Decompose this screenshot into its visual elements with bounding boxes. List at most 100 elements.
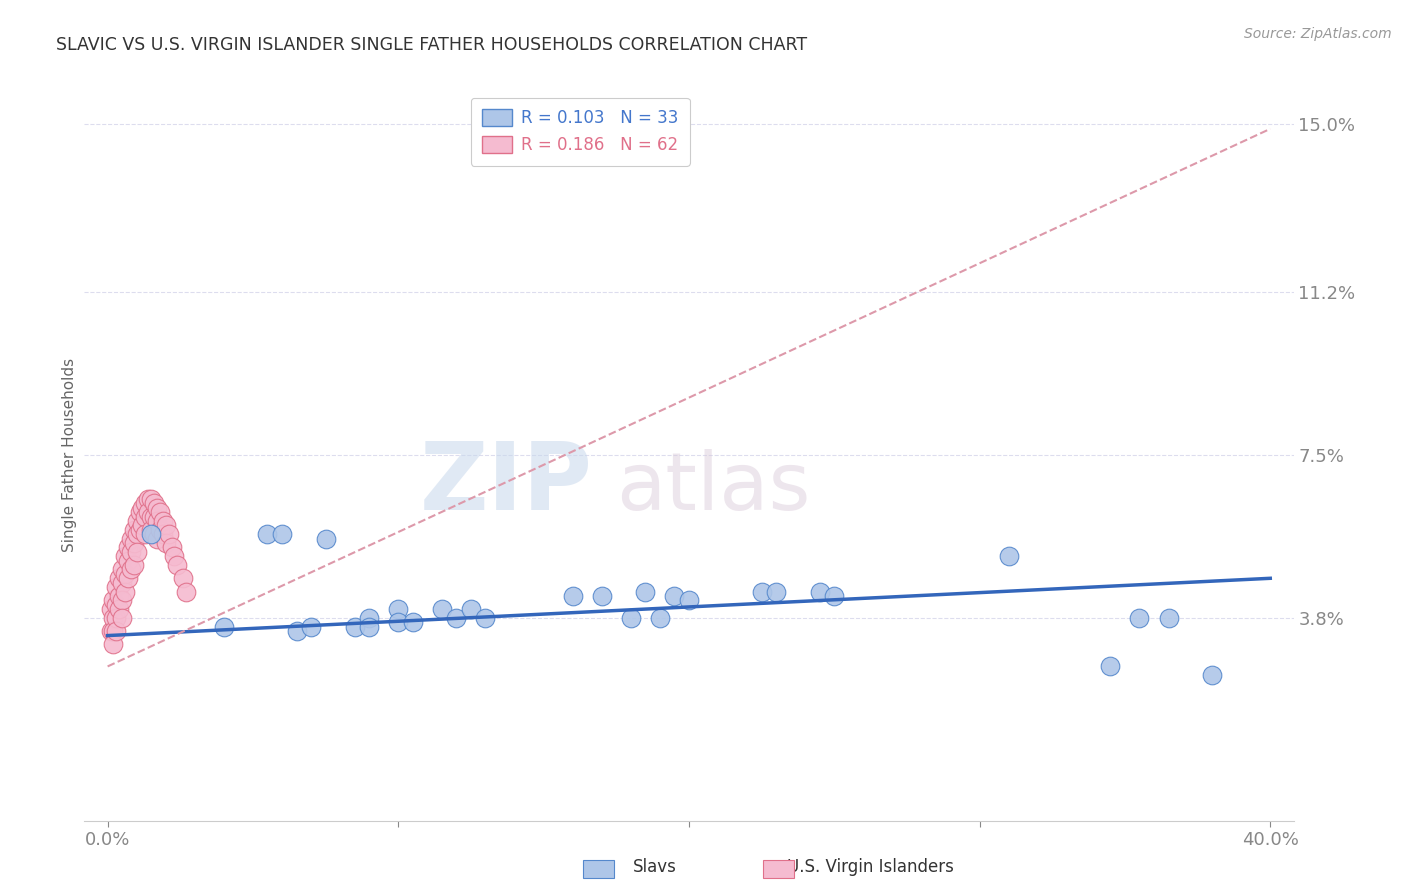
Point — [103, 593, 125, 607]
Point — [561, 589, 583, 603]
Point — [122, 558, 145, 572]
Point — [343, 620, 366, 634]
Point — [141, 523, 163, 537]
Point — [131, 500, 153, 515]
Text: Source: ZipAtlas.com: Source: ZipAtlas.com — [1244, 27, 1392, 41]
Point — [134, 509, 156, 524]
Point — [1128, 611, 1150, 625]
Point — [620, 611, 643, 625]
Point — [143, 496, 166, 510]
Point — [117, 541, 139, 555]
Point — [108, 571, 131, 585]
Point — [103, 637, 125, 651]
Point — [823, 589, 845, 603]
Point — [105, 580, 128, 594]
Point — [108, 589, 131, 603]
Point — [120, 532, 142, 546]
Point — [387, 615, 409, 630]
Point — [146, 532, 169, 546]
Point — [271, 527, 294, 541]
Point — [108, 602, 131, 616]
Point — [648, 611, 671, 625]
Point — [808, 584, 831, 599]
Point — [103, 624, 125, 639]
Point — [143, 509, 166, 524]
Text: SLAVIC VS U.S. VIRGIN ISLANDER SINGLE FATHER HOUSEHOLDS CORRELATION CHART: SLAVIC VS U.S. VIRGIN ISLANDER SINGLE FA… — [56, 36, 807, 54]
Point — [160, 541, 183, 555]
Point — [174, 584, 197, 599]
Point — [143, 527, 166, 541]
Point — [114, 584, 136, 599]
Point — [765, 584, 787, 599]
Point — [111, 562, 134, 576]
Point — [256, 527, 278, 541]
Point — [387, 602, 409, 616]
Point — [212, 620, 235, 634]
Point — [125, 545, 148, 559]
Point — [155, 518, 177, 533]
Legend: R = 0.103   N = 33, R = 0.186   N = 62: R = 0.103 N = 33, R = 0.186 N = 62 — [471, 97, 689, 166]
Point — [122, 523, 145, 537]
Point — [117, 554, 139, 568]
Point — [155, 536, 177, 550]
Point — [1201, 668, 1223, 682]
Point — [100, 624, 122, 639]
Point — [111, 611, 134, 625]
Point — [125, 514, 148, 528]
Point — [149, 505, 172, 519]
Point — [359, 611, 381, 625]
Point — [146, 500, 169, 515]
Point — [172, 571, 194, 585]
Point — [128, 505, 150, 519]
Point — [120, 562, 142, 576]
Point — [141, 527, 163, 541]
Point — [111, 593, 134, 607]
Text: U.S. Virgin Islanders: U.S. Virgin Islanders — [787, 858, 955, 876]
Point — [111, 575, 134, 590]
Point — [149, 523, 172, 537]
Point — [678, 593, 700, 607]
Point — [285, 624, 308, 639]
Point — [117, 571, 139, 585]
Text: Slavs: Slavs — [633, 858, 676, 876]
Point — [460, 602, 482, 616]
Point — [120, 545, 142, 559]
Point — [152, 527, 174, 541]
Point — [315, 532, 337, 546]
Point — [131, 518, 153, 533]
Point — [997, 549, 1019, 564]
Point — [141, 491, 163, 506]
Y-axis label: Single Father Households: Single Father Households — [62, 358, 77, 552]
Point — [430, 602, 453, 616]
Point — [474, 611, 496, 625]
Point — [1157, 611, 1180, 625]
Point — [105, 611, 128, 625]
Point — [122, 536, 145, 550]
Point — [634, 584, 657, 599]
Point — [136, 505, 159, 519]
Point — [359, 620, 381, 634]
Point — [146, 514, 169, 528]
Point — [114, 566, 136, 581]
Point — [157, 527, 180, 541]
Point — [136, 491, 159, 506]
Point — [134, 496, 156, 510]
Point — [105, 598, 128, 612]
Text: atlas: atlas — [616, 449, 811, 527]
Point — [299, 620, 322, 634]
Point — [591, 589, 613, 603]
Point — [664, 589, 686, 603]
Point — [166, 558, 188, 572]
Point — [105, 624, 128, 639]
Point — [163, 549, 186, 564]
Point — [100, 602, 122, 616]
Point — [1099, 659, 1122, 673]
Point — [402, 615, 425, 630]
Point — [751, 584, 773, 599]
Point — [128, 523, 150, 537]
Point — [134, 527, 156, 541]
Point — [141, 509, 163, 524]
Point — [103, 611, 125, 625]
Point — [152, 514, 174, 528]
Point — [125, 527, 148, 541]
